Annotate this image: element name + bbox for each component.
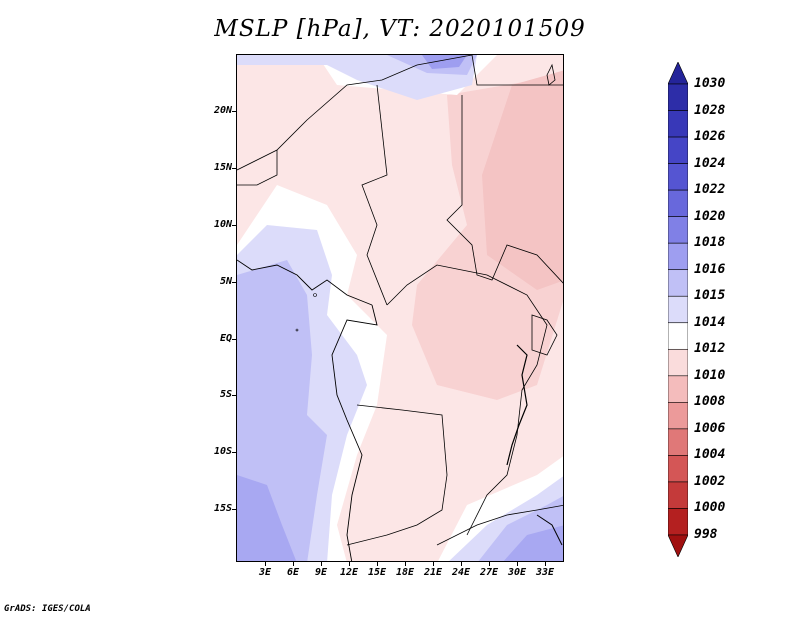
- colorbar-box: [668, 481, 688, 509]
- lon-tick: [489, 562, 490, 566]
- colorbar-box: [668, 189, 688, 217]
- colorbar-label: 1002: [694, 473, 726, 489]
- border-drc: [386, 264, 548, 536]
- colorbar-box: [668, 295, 688, 324]
- lon-label-33e: 33E: [535, 567, 555, 578]
- lat-label-20n: 20N: [213, 105, 232, 116]
- lat-tick: [232, 111, 236, 112]
- lake-malawi: [536, 514, 563, 546]
- island-bioko: [313, 293, 317, 297]
- colorbar-label: 1006: [694, 420, 726, 436]
- field-sudan-low: [482, 70, 563, 290]
- lat-tick: [232, 225, 236, 226]
- colorbar-label: 1026: [694, 129, 726, 145]
- lon-label-27e: 27E: [479, 567, 499, 578]
- lon-label-21e: 21E: [423, 567, 443, 578]
- colorbar-label: 1015: [694, 288, 726, 304]
- lat-label-10s: 10S: [213, 446, 232, 457]
- colorbar-label: 1018: [694, 235, 726, 251]
- map-title: MSLP [hPa], VT: 2020101509: [214, 16, 586, 42]
- lon-tick: [321, 562, 322, 566]
- colorbar-box: [668, 428, 688, 456]
- colorbar-box: [668, 375, 688, 403]
- colorbar-box: [668, 455, 688, 483]
- lon-label-30e: 30E: [507, 567, 527, 578]
- colorbar-box: [668, 269, 688, 297]
- lon-tick: [461, 562, 462, 566]
- colorbar-label: 1020: [694, 208, 726, 224]
- lat-label-15n: 15N: [213, 162, 232, 173]
- lat-tick: [232, 168, 236, 169]
- colorbar-box: [668, 216, 688, 244]
- field-libya-dark: [422, 55, 467, 69]
- colorbar-label: 1028: [694, 102, 726, 118]
- coast-red-sea: [546, 63, 556, 86]
- lon-label-24e: 24E: [451, 567, 471, 578]
- lon-tick: [293, 562, 294, 566]
- colorbar-label: 1004: [694, 447, 726, 463]
- lon-tick: [265, 562, 266, 566]
- lat-label-5s: 5S: [219, 389, 232, 400]
- border-chad-sudan: [446, 95, 563, 284]
- colorbar-label: 1030: [694, 76, 726, 91]
- colorbar-box: [668, 402, 688, 430]
- border-angola: [346, 404, 448, 546]
- lat-tick: [232, 395, 236, 396]
- lat-tick: [232, 452, 236, 453]
- lon-tick: [405, 562, 406, 566]
- lon-tick: [517, 562, 518, 566]
- colorbar-box: [668, 110, 688, 138]
- colorbar-box: [668, 322, 688, 350]
- colorbar-label: 1008: [694, 394, 726, 410]
- border-niger-chad: [361, 84, 388, 306]
- colorbar-box: [668, 242, 688, 271]
- colorbar-label: 1000: [694, 500, 726, 516]
- colorbar-label: 1024: [694, 155, 726, 171]
- lon-label-9e: 9E: [314, 567, 328, 578]
- lon-tick: [545, 562, 546, 566]
- lon-tick: [433, 562, 434, 566]
- island-sao-tome: [295, 328, 299, 332]
- lat-tick: [232, 509, 236, 510]
- colorbar-label: 1022: [694, 182, 726, 198]
- colorbar-label: 1012: [694, 341, 726, 357]
- field-se-dark: [503, 525, 563, 561]
- border-south: [436, 504, 563, 546]
- lat-label-5n: 5N: [219, 276, 232, 287]
- border-egypt: [471, 55, 563, 86]
- colorbar-label: 1014: [694, 314, 726, 330]
- colorbar-box: [668, 83, 688, 111]
- coast-west-central: [331, 304, 378, 561]
- lon-label-3e: 3E: [258, 567, 272, 578]
- lon-tick: [377, 562, 378, 566]
- mslp-map: [236, 54, 564, 562]
- field-sw-dark: [237, 475, 297, 561]
- colorbar-box: [668, 508, 688, 536]
- coast-guinea: [237, 259, 373, 306]
- colorbar-box: [668, 163, 688, 191]
- lat-label-10n: 10N: [213, 219, 232, 230]
- lon-label-6e: 6E: [286, 567, 300, 578]
- lon-label-15e: 15E: [367, 567, 387, 578]
- colorbar-box: [668, 136, 688, 164]
- colorbar-top-triangle: [668, 62, 688, 85]
- border-mali: [237, 150, 278, 186]
- lake-tanganyika: [506, 344, 528, 466]
- credit-text: GrADS: IGES/COLA: [4, 604, 91, 614]
- colorbar-label: 998: [694, 527, 718, 542]
- lat-label-eq: EQ: [219, 333, 232, 344]
- lake-victoria: [531, 314, 558, 356]
- lon-label-18e: 18E: [395, 567, 415, 578]
- colorbar-box: [668, 348, 688, 377]
- lat-tick: [232, 339, 236, 340]
- colorbar-label: 1016: [694, 261, 726, 277]
- lat-label-15s: 15S: [213, 503, 232, 514]
- lon-tick: [349, 562, 350, 566]
- colorbar-label: 1010: [694, 367, 726, 383]
- colorbar: [668, 62, 688, 557]
- lon-label-12e: 12E: [339, 567, 359, 578]
- lat-tick: [232, 282, 236, 283]
- colorbar-bottom-triangle: [668, 534, 688, 557]
- mslp-field: [237, 55, 563, 561]
